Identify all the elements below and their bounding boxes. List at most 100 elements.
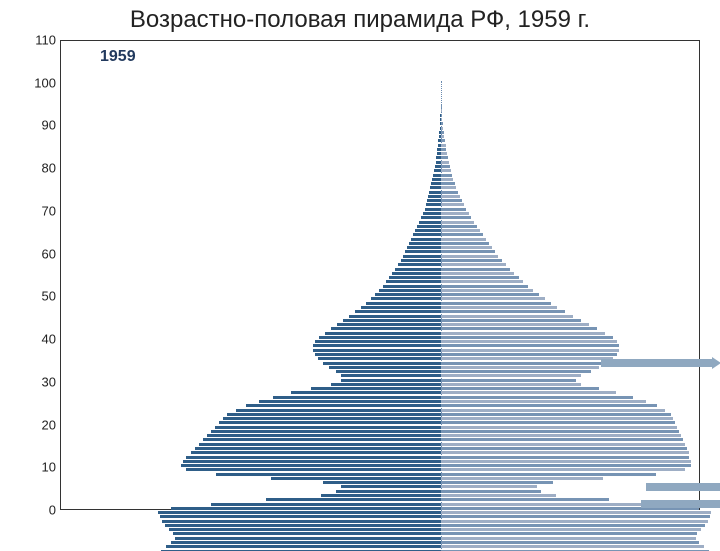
female-bar	[441, 383, 581, 386]
female-bar	[441, 511, 711, 514]
age-row	[121, 144, 720, 147]
age-row	[121, 391, 720, 394]
age-row	[121, 195, 720, 198]
male-bar	[425, 208, 441, 211]
male-bar	[271, 477, 441, 480]
age-row	[121, 520, 720, 523]
male-bar	[428, 195, 441, 198]
female-bar	[441, 524, 705, 527]
female-bar	[441, 195, 460, 198]
male-bar	[423, 212, 441, 215]
age-row	[121, 97, 720, 100]
age-row	[121, 127, 720, 130]
age-row	[121, 225, 720, 228]
male-bar	[407, 246, 441, 249]
male-bar	[398, 263, 441, 266]
age-row	[121, 438, 720, 441]
age-row	[121, 105, 720, 108]
female-bar	[441, 451, 689, 454]
male-bar	[236, 409, 441, 412]
age-row	[121, 238, 720, 241]
female-bar	[441, 456, 689, 459]
male-bar	[341, 485, 441, 488]
female-bar	[441, 400, 646, 403]
male-bar	[371, 297, 441, 300]
male-bar	[329, 366, 441, 369]
age-row	[121, 494, 720, 497]
female-bar	[441, 515, 710, 518]
male-bar	[336, 370, 441, 373]
callout-arrow	[601, 359, 712, 367]
age-row	[121, 306, 720, 309]
male-bar	[331, 383, 441, 386]
female-bar	[441, 169, 451, 172]
female-bar	[441, 323, 589, 326]
male-bar	[171, 541, 441, 544]
age-row	[121, 255, 720, 258]
female-bar	[441, 297, 545, 300]
male-bar	[389, 276, 441, 279]
age-row	[121, 443, 720, 446]
age-row	[121, 507, 720, 510]
age-row	[121, 88, 720, 91]
female-bar	[441, 276, 519, 279]
age-row	[121, 178, 720, 181]
male-bar	[427, 199, 441, 202]
age-row	[121, 139, 720, 142]
age-row	[121, 451, 720, 454]
male-bar	[195, 447, 441, 450]
y-tick: 30	[32, 374, 56, 389]
age-row	[121, 233, 720, 236]
female-bar	[441, 127, 443, 130]
female-bar	[441, 417, 673, 420]
female-bar	[441, 302, 551, 305]
age-row	[121, 332, 720, 335]
male-bar	[386, 280, 441, 283]
age-row	[121, 203, 720, 206]
age-row	[121, 208, 720, 211]
year-label: 1959	[100, 48, 136, 66]
female-bar	[441, 272, 514, 275]
male-bar	[219, 421, 441, 424]
age-row	[121, 460, 720, 463]
age-row	[121, 242, 720, 245]
age-row	[121, 148, 720, 151]
male-bar	[313, 344, 441, 347]
female-bar	[441, 349, 619, 352]
age-row	[121, 434, 720, 437]
age-row	[121, 353, 720, 356]
male-bar	[337, 323, 441, 326]
female-bar	[441, 259, 502, 262]
male-bar	[421, 216, 441, 219]
female-bar	[441, 199, 462, 202]
age-row	[121, 174, 720, 177]
age-row	[121, 447, 720, 450]
age-row	[121, 468, 720, 471]
male-bar	[203, 438, 441, 441]
age-row	[121, 114, 720, 117]
female-bar	[441, 460, 691, 463]
age-row	[121, 336, 720, 339]
y-tick: 10	[32, 460, 56, 475]
age-row	[121, 289, 720, 292]
male-bar	[415, 229, 441, 232]
female-bar	[441, 216, 471, 219]
age-row	[121, 498, 720, 501]
age-row	[121, 285, 720, 288]
age-row	[121, 503, 720, 506]
age-row	[121, 229, 720, 232]
male-bar	[211, 430, 441, 433]
y-tick: 60	[32, 246, 56, 261]
female-bar	[441, 340, 617, 343]
female-bar	[441, 238, 486, 241]
female-bar	[441, 370, 591, 373]
male-bar	[431, 182, 441, 185]
male-bar	[158, 511, 441, 514]
female-bar	[441, 541, 699, 544]
age-row	[121, 263, 720, 266]
age-row	[121, 315, 720, 318]
female-bar	[441, 473, 656, 476]
male-bar	[313, 349, 441, 352]
female-bar	[441, 156, 448, 159]
male-bar	[395, 268, 441, 271]
